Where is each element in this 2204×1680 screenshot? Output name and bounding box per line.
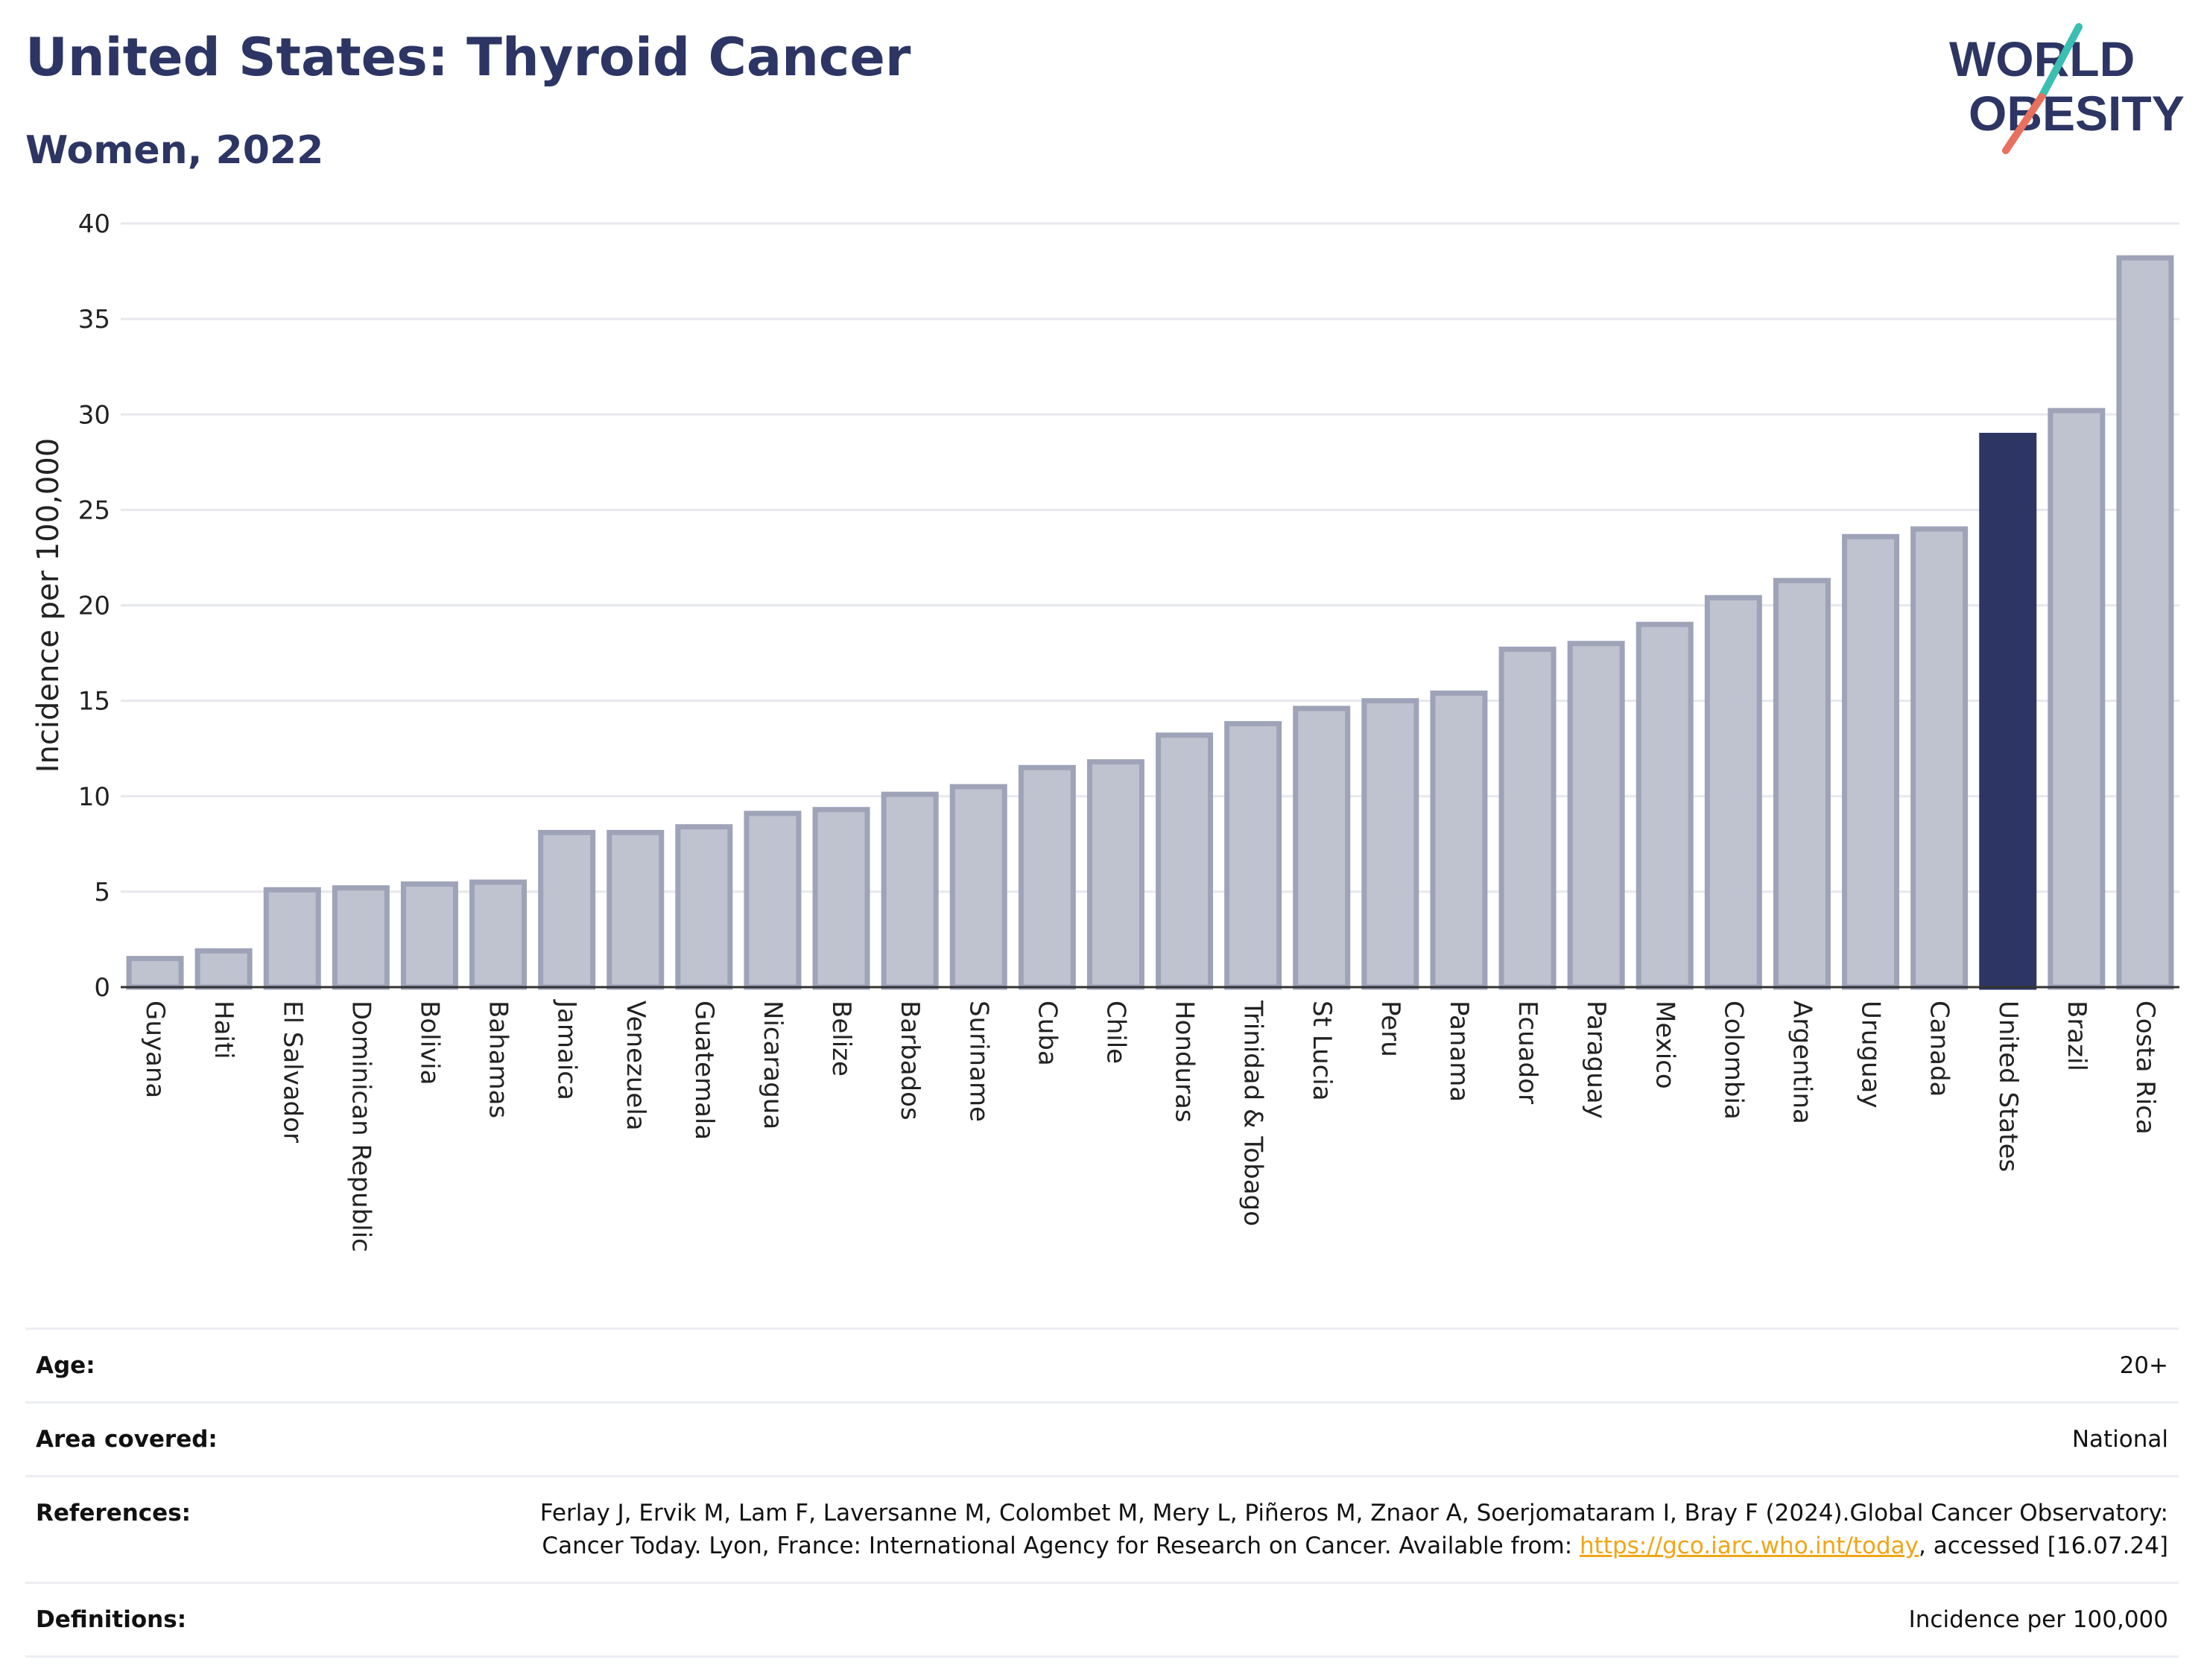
definitions-value: Incidence per 100,000 (1908, 1606, 2168, 1633)
bar-ecuador (1498, 646, 1557, 990)
x-tick-label: Jamaica (552, 999, 582, 1100)
x-tick-label: United States (1993, 1001, 2023, 1172)
chart-title: United States: Thyroid Cancer (25, 27, 911, 88)
chart-subtitle: Women, 2022 (25, 128, 324, 173)
x-tick-label: Cuba (1032, 1001, 1062, 1066)
bar-united-states (1979, 432, 2037, 990)
meta-row-references: References: Ferlay J, Ervik M, Lam F, La… (25, 1475, 2179, 1582)
x-tick-label: El Salvador (277, 1001, 307, 1143)
x-tick-label: Guyana (140, 1001, 170, 1098)
x-tick-label: Nicaragua (758, 1001, 788, 1129)
bar-nicaragua (744, 811, 802, 990)
logo-slash-teal (2038, 23, 2083, 101)
x-tick-label: Brazil (2062, 1001, 2091, 1071)
meta-row-definitions: Definitions: Incidence per 100,000 (25, 1582, 2179, 1658)
area-value: National (2071, 1426, 2168, 1453)
age-label: Age: (36, 1352, 95, 1379)
y-tick-label: 10 (78, 782, 110, 812)
bar-jamaica (538, 829, 596, 990)
y-tick-label: 5 (94, 878, 110, 907)
x-tick-label: Suriname (963, 1001, 993, 1122)
y-tick-label: 40 (78, 209, 110, 239)
references-text: Ferlay J, Ervik M, Lam F, Laversanne M, … (539, 1500, 2168, 1559)
bar-dominican-republic (332, 885, 390, 990)
y-axis-label: Incidence per 100,000 (31, 438, 66, 773)
bar-honduras (1156, 732, 1214, 990)
bar-argentina (1773, 577, 1831, 990)
bar-paraguay (1567, 641, 1625, 990)
bar-chile (1086, 759, 1144, 990)
definitions-label: Definitions: (36, 1606, 187, 1633)
logo-text-world: WORLD (1949, 31, 2135, 86)
bar-panama (1430, 690, 1488, 990)
x-tick-label: Honduras (1170, 1001, 1200, 1123)
x-tick-label: Uruguay (1856, 1001, 1886, 1109)
x-tick-label: Chile (1101, 1001, 1130, 1064)
x-tick-label: Trinidad & Tobago (1238, 1000, 1268, 1226)
references-link[interactable]: https://gco.iarc.who.int/today (1580, 1532, 1919, 1559)
metadata-table: Age: 20+ Area covered: National Referenc… (25, 1328, 2179, 1658)
bar-cuba (1018, 764, 1076, 990)
bar-chart: 0 5 10 15 20 25 30 35 40 Incidence per 100,000 Guy… (31, 209, 2179, 1252)
bar-st-lucia (1293, 706, 1351, 990)
x-tick-label: Bolivia (414, 1001, 444, 1085)
y-tick-label: 35 (78, 305, 110, 335)
logo-slash-coral (2002, 93, 2045, 154)
x-tick-label: Paraguay (1581, 1001, 1611, 1119)
x-tick-label: Venezuela (621, 1001, 650, 1131)
x-tick-label: St Lucia (1307, 1001, 1337, 1101)
x-tick-label: Peru (1375, 1001, 1405, 1057)
references-value: Ferlay J, Ervik M, Lam F, Laversanne M, … (492, 1497, 2168, 1562)
y-tick-label: 25 (78, 495, 110, 525)
area-label: Area covered: (36, 1426, 218, 1453)
bar-bolivia (400, 881, 458, 990)
world-obesity-logo: WORLD OBESITY (1937, 22, 2191, 156)
bar-belize (812, 807, 870, 990)
x-tick-label: Dominican Republic (346, 1001, 376, 1252)
x-tick-label: Belize (826, 1001, 856, 1077)
bar-costa-rica (2116, 255, 2174, 990)
bar-bahamas (469, 879, 528, 990)
y-tick-label: 20 (78, 592, 110, 621)
bar-el-salvador (263, 887, 321, 990)
bar-colombia (1704, 595, 1762, 990)
x-tick-label: Panama (1444, 1001, 1474, 1102)
bar-guatemala (675, 824, 733, 990)
x-tick-label: Bahamas (484, 1001, 513, 1118)
y-tick-label: 30 (78, 400, 110, 430)
bar-guyana (126, 956, 184, 990)
y-tick-label: 0 (94, 973, 110, 1003)
x-tick-label: Costa Rica (2130, 1001, 2160, 1135)
references-tail: , accessed [16.07.24] (1918, 1532, 2168, 1559)
bar-barbados (881, 791, 939, 990)
bar-haiti (194, 948, 253, 990)
bar-uruguay (1842, 533, 1900, 990)
bar-canada (1910, 526, 1969, 990)
x-tick-label: Argentina (1787, 1001, 1817, 1124)
logo-text-obesity: OBESITY (1969, 86, 2185, 141)
x-tick-label: Mexico (1650, 1001, 1679, 1089)
bar-mexico (1635, 621, 1694, 990)
bar-brazil (2048, 408, 2106, 990)
x-tick-label: Barbados (895, 1001, 925, 1120)
y-tick-label: 15 (78, 687, 110, 717)
x-tick-label: Haiti (209, 1001, 238, 1059)
age-value: 20+ (2119, 1352, 2168, 1379)
bar-trinidad-tobago (1224, 720, 1282, 990)
meta-row-age: Age: 20+ (25, 1328, 2179, 1401)
bar-suriname (949, 784, 1007, 990)
references-label: References: (36, 1500, 191, 1527)
bar-venezuela (607, 829, 665, 990)
x-tick-label: Guatemala (689, 1001, 719, 1140)
bar-peru (1361, 698, 1419, 990)
x-tick-label: Colombia (1718, 1001, 1748, 1120)
x-tick-label: Ecuador (1513, 1001, 1542, 1104)
meta-row-area: Area covered: National (25, 1401, 2179, 1475)
x-tick-label: Canada (1925, 1001, 1954, 1097)
